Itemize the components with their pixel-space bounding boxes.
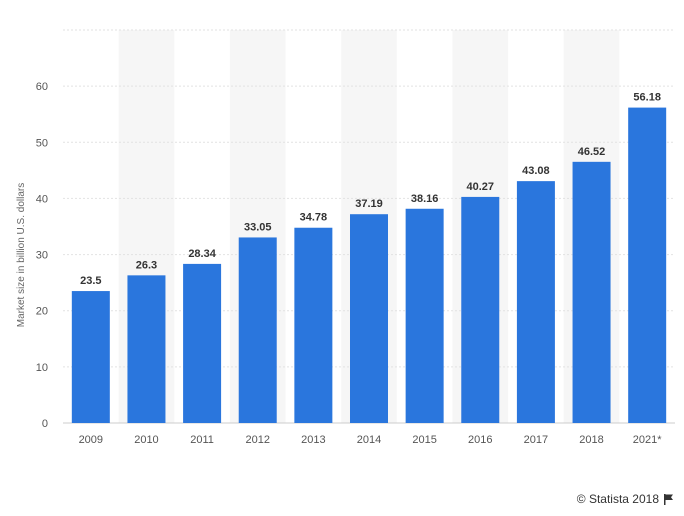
- data-label-2009: 23.5: [80, 275, 101, 287]
- credit-text: © Statista 2018: [576, 492, 659, 506]
- y-tick-label: 40: [36, 193, 48, 205]
- bar-2015[interactable]: [405, 208, 444, 423]
- bar-2013[interactable]: [294, 227, 333, 423]
- y-tick-label: 50: [36, 137, 48, 149]
- data-label-2014: 37.19: [355, 198, 383, 210]
- bar-2012[interactable]: [238, 237, 277, 423]
- x-tick-label-2018: 2018: [579, 434, 603, 446]
- y-tick-label: 10: [36, 362, 48, 374]
- y-axis-label: Market size in billion U.S. dollars: [16, 183, 27, 328]
- data-label-2016: 40.27: [467, 181, 495, 193]
- x-tick-label-2009: 2009: [79, 434, 103, 446]
- data-label-2015: 38.16: [411, 193, 439, 205]
- x-tick-labels: 2009 2010 2011 2012 2013 2014 2015 2016 2017 2018…: [79, 434, 663, 446]
- y-tick-label: 30: [36, 250, 48, 262]
- y-tick-label: 60: [36, 81, 48, 93]
- data-label-2010: 26.3: [136, 259, 157, 271]
- x-tick-label-2014: 2014: [357, 434, 381, 446]
- data-label-2017: 43.08: [522, 165, 550, 177]
- data-label-2021*: 56.18: [633, 92, 661, 104]
- flag-icon: [664, 493, 673, 505]
- data-label-2011: 28.34: [188, 248, 216, 260]
- bar-2017[interactable]: [516, 181, 555, 423]
- x-tick-label-2016: 2016: [468, 434, 492, 446]
- x-tick-label-2017: 2017: [524, 434, 548, 446]
- y-tick-label: 20: [36, 306, 48, 318]
- y-tick-labels: 0 10 20 30 40 50 60: [36, 81, 48, 430]
- bar-2018[interactable]: [572, 161, 611, 423]
- x-tick-label-2011: 2011: [190, 434, 214, 446]
- x-tick-label-2010: 2010: [134, 434, 158, 446]
- credit[interactable]: © Statista 2018: [577, 492, 674, 506]
- data-label-2013: 34.78: [300, 212, 328, 224]
- x-tick-label-2021*: 2021*: [633, 434, 662, 446]
- bar-2016[interactable]: [461, 196, 500, 423]
- y-tick-label: 0: [42, 418, 48, 430]
- bar-2021*[interactable]: [628, 107, 667, 424]
- x-tick-label-2012: 2012: [245, 434, 269, 446]
- bar-2010[interactable]: [127, 275, 166, 423]
- data-label-2012: 33.05: [244, 221, 272, 233]
- data-label-2018: 46.52: [578, 146, 606, 158]
- bar-2011[interactable]: [183, 263, 222, 423]
- x-tick-label-2015: 2015: [412, 434, 436, 446]
- x-tick-label-2013: 2013: [301, 434, 325, 446]
- bar-2014[interactable]: [350, 214, 388, 423]
- bar-2009[interactable]: [71, 291, 110, 423]
- data-labels: 23.5 26.3 28.34 33.05 34.78 37.19 38.16 40.27 43…: [80, 92, 661, 287]
- bars: [71, 107, 667, 424]
